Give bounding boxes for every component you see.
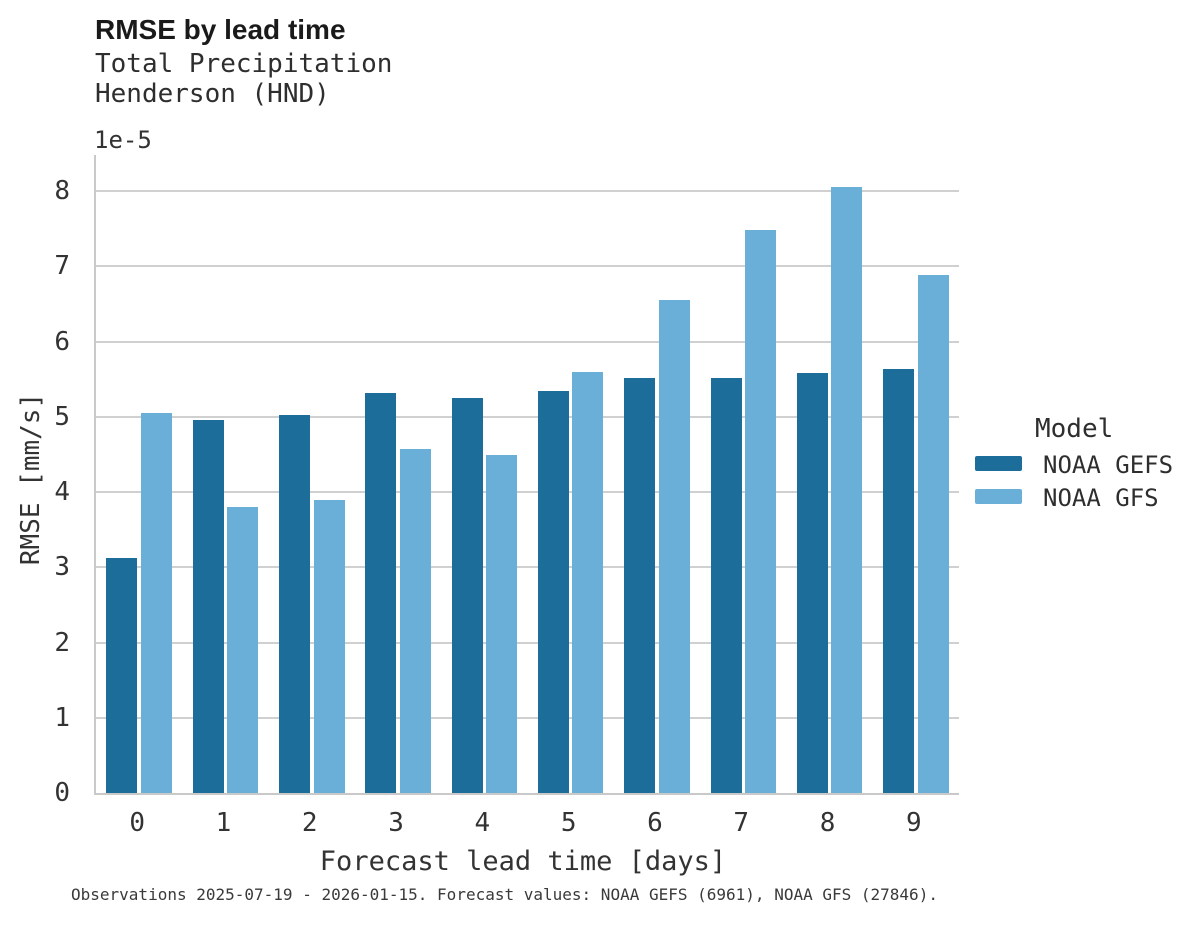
bar-noaa-gefs-lead-6 (624, 377, 656, 793)
y-tick-7: 7 (54, 251, 70, 282)
x-tick-7: 7 (733, 808, 750, 838)
x-tick-2: 2 (301, 808, 318, 838)
y-axis-offset-label: 1e-5 (94, 126, 152, 154)
bar-noaa-gefs-lead-5 (537, 391, 569, 793)
bar-noaa-gefs-lead-4 (451, 398, 483, 793)
gridline-y-5 (96, 415, 959, 418)
bar-noaa-gfs-lead-1 (227, 507, 259, 793)
legend-swatch-noaa-gfs (975, 489, 1022, 504)
bar-noaa-gefs-lead-3 (365, 392, 397, 793)
gridline-y-7 (96, 265, 959, 268)
gridline-y-8 (96, 190, 959, 193)
y-tick-8: 8 (54, 176, 70, 207)
bar-noaa-gefs-lead-7 (710, 377, 742, 793)
x-tick-8: 8 (819, 808, 836, 838)
bar-noaa-gfs-lead-8 (831, 187, 863, 793)
x-tick-3: 3 (388, 808, 404, 838)
x-tick-6: 6 (647, 808, 663, 838)
x-tick-5: 5 (560, 808, 577, 838)
bar-noaa-gfs-lead-3 (399, 449, 431, 793)
gridline-y-4 (96, 491, 959, 494)
gridline-y-6 (96, 340, 959, 343)
legend-label: NOAA GEFS (1043, 451, 1174, 479)
bar-noaa-gfs-lead-5 (572, 371, 604, 793)
x-tick-4: 4 (474, 808, 491, 838)
y-tick-1: 1 (54, 702, 70, 733)
legend-title: Model (1035, 414, 1114, 444)
bar-noaa-gfs-lead-9 (917, 275, 949, 793)
x-tick-0: 0 (129, 808, 145, 838)
gridline-y-1 (96, 716, 959, 719)
bar-noaa-gefs-lead-2 (279, 415, 310, 793)
y-tick-0: 0 (54, 778, 70, 808)
plot-area (94, 155, 959, 795)
bar-noaa-gfs-lead-4 (486, 455, 518, 793)
y-tick-5: 5 (54, 401, 70, 432)
chart-title: RMSE by lead time (95, 14, 346, 45)
y-tick-4: 4 (54, 477, 70, 508)
legend-label: NOAA GFS (1043, 484, 1159, 512)
x-tick-1: 1 (215, 808, 232, 838)
bar-noaa-gfs-lead-7 (745, 230, 776, 793)
x-axis-label: Forecast lead time [days] (319, 846, 727, 877)
bar-noaa-gfs-lead-2 (313, 500, 345, 793)
caption: Observations 2025-07-19 - 2026-01-15. Fo… (71, 885, 938, 904)
bar-noaa-gefs-lead-8 (796, 373, 828, 793)
y-tick-3: 3 (54, 552, 70, 583)
chart-subtitle-variable: Total Precipitation (95, 49, 393, 79)
bar-noaa-gefs-lead-0 (106, 558, 138, 793)
bar-noaa-gfs-lead-0 (140, 413, 172, 793)
legend-swatch-noaa-gefs (975, 456, 1022, 471)
y-tick-6: 6 (54, 326, 70, 357)
bar-noaa-gefs-lead-1 (192, 419, 224, 793)
bar-noaa-gfs-lead-6 (658, 300, 690, 793)
gridline-y-3 (96, 566, 959, 569)
gridline-y-2 (96, 641, 959, 644)
x-tick-9: 9 (906, 808, 922, 838)
y-tick-2: 2 (54, 627, 70, 658)
bar-noaa-gefs-lead-9 (883, 368, 915, 793)
chart-subtitle-station: Henderson (HND) (95, 79, 330, 109)
